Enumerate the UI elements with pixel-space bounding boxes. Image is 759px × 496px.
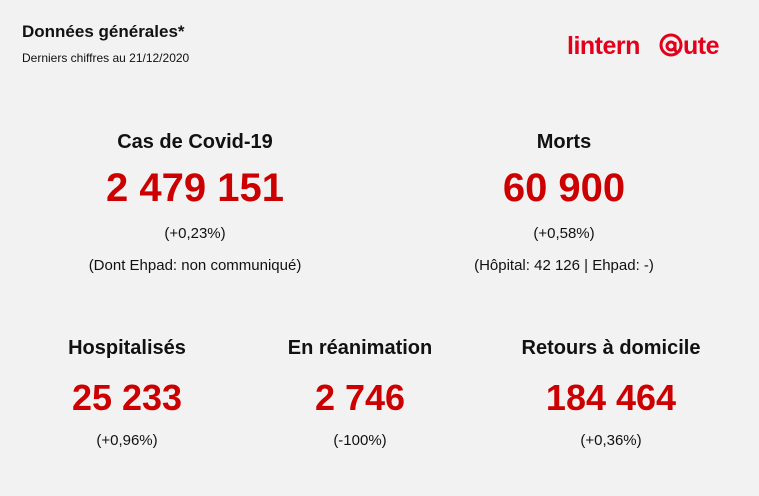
header-title: Données générales* [22,22,185,41]
svg-text:lintern: lintern [567,32,640,60]
stat-value: 60 900 [502,166,626,210]
stat-value: 25 233 [71,377,183,418]
stat-value: 2 479 151 [106,166,284,210]
stat-change: (+0,96%) [96,432,158,449]
stat-change: (+0,36%) [580,432,642,449]
stat-label: Retours à domicile [521,337,701,359]
stat-label: Hospitalisés [68,337,186,359]
svg-text:ute: ute [683,32,720,60]
stat-icu: En réanimation 2 746 (-100%) [260,336,460,450]
stat-value: 2 746 [314,377,406,418]
stat-label: En réanimation [287,337,433,359]
header-subtitle: Derniers chiffres au 21/12/2020 [22,51,190,65]
stat-label: Morts [536,131,592,153]
stat-change: (+0,23%) [164,225,226,242]
stat-change: (-100%) [333,432,387,449]
stat-detail: (Dont Ehpad: non communiqué) [88,257,302,274]
stat-returned-home: Retours à domicile 184 464 (+0,36%) [491,336,731,450]
stat-cases: Cas de Covid-19 2 479 151 (+0,23%) (Dont… [45,130,345,275]
stat-deaths: Morts 60 900 (+0,58%) (Hôpital: 42 126 |… [414,130,714,275]
stat-detail: (Hôpital: 42 126 | Ehpad: -) [474,257,654,274]
stat-change: (+0,58%) [533,225,595,242]
stat-label: Cas de Covid-19 [117,131,273,153]
stat-hospitalized: Hospitalisés 25 233 (+0,96%) [27,336,227,450]
stat-value: 184 464 [545,377,677,418]
linternaute-logo[interactable]: lintern ute [567,28,737,64]
at-sign-icon [659,33,683,57]
